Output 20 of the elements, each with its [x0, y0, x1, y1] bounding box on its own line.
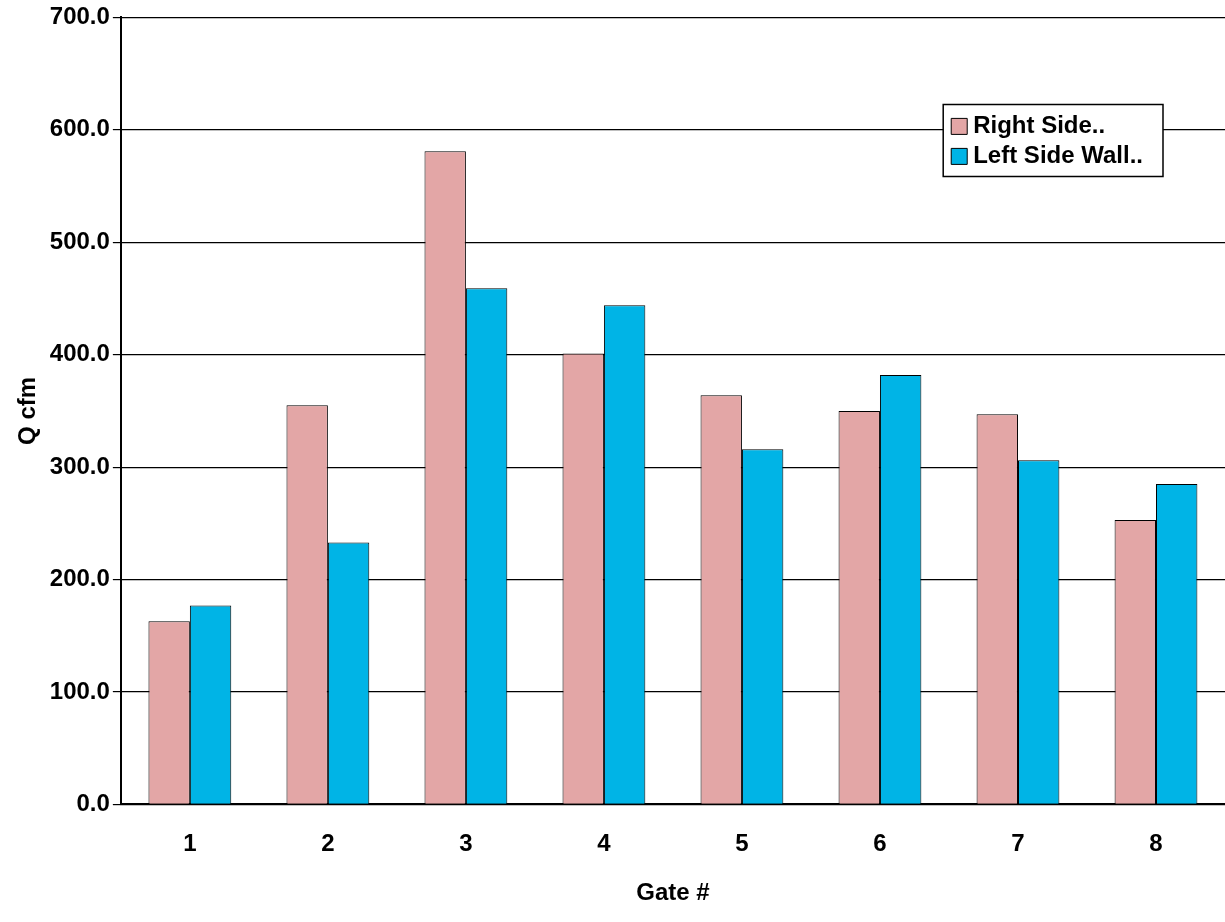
y-tick-label: 700.0 — [49, 2, 110, 30]
y-tick-label: 400.0 — [49, 339, 110, 367]
x-tick-label: 8 — [1149, 829, 1163, 857]
legend-label: Right Side.. — [973, 111, 1106, 139]
x-tick-label: 7 — [1011, 829, 1025, 857]
y-tick-label: 500.0 — [49, 226, 110, 254]
y-tick-label: 0.0 — [76, 789, 110, 817]
x-tick-label: 3 — [459, 829, 473, 857]
x-tick-label: 5 — [735, 829, 749, 857]
x-tick-label: 1 — [183, 829, 197, 857]
y-tick-label: 600.0 — [49, 114, 110, 142]
legend-label: Left Side Wall.. — [973, 141, 1143, 169]
x-tick-label: 4 — [597, 829, 612, 857]
y-tick-label: 300.0 — [49, 451, 110, 479]
y-tick-label: 200.0 — [49, 564, 110, 592]
y-tick-label: 100.0 — [49, 676, 110, 704]
y-axis-title: Q cfm — [13, 376, 41, 445]
x-axis-title: Gate # — [636, 878, 710, 906]
x-tick-label: 2 — [321, 829, 335, 857]
x-tick-label: 6 — [873, 829, 887, 857]
